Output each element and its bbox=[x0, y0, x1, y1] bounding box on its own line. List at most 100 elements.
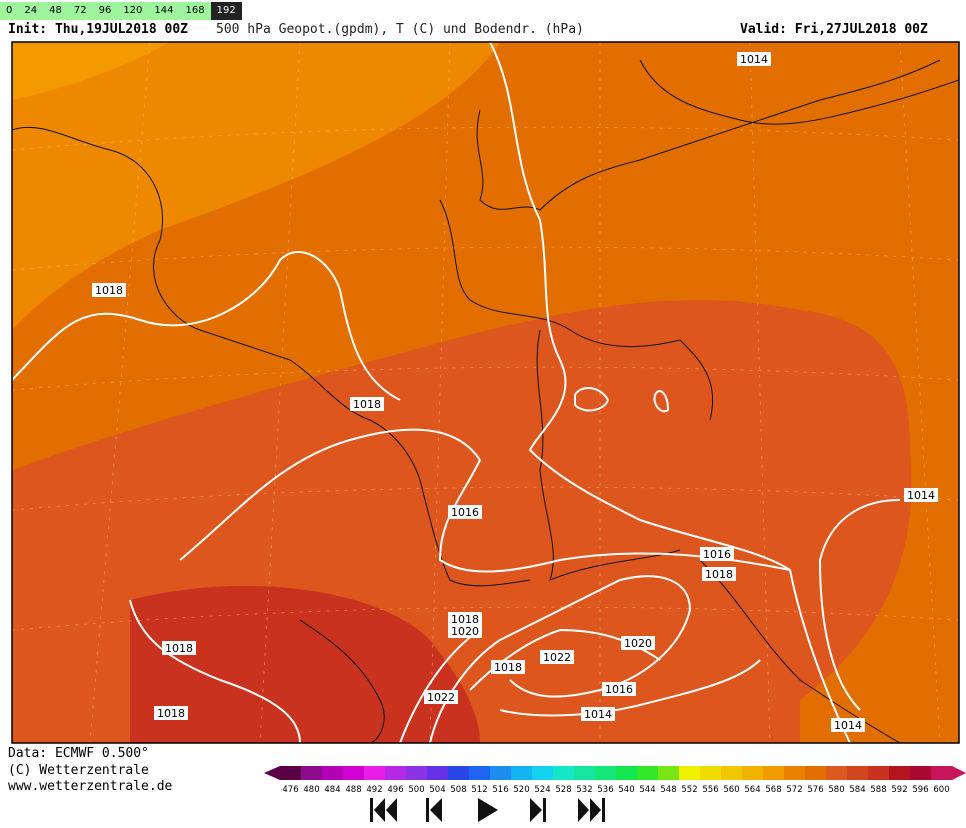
scale-label: 576 bbox=[807, 785, 823, 795]
isobar-label: 1018 bbox=[165, 642, 193, 655]
coastlines bbox=[12, 59, 959, 743]
isobar-label-box bbox=[448, 624, 482, 638]
isobar-label-box bbox=[154, 706, 188, 720]
scale-swatch bbox=[679, 766, 701, 780]
isobar-label-box bbox=[621, 636, 655, 650]
isobar-label: 1014 bbox=[740, 53, 768, 66]
scale-swatch bbox=[784, 766, 806, 780]
field-568 bbox=[12, 42, 170, 100]
isobar-label: 1018 bbox=[494, 661, 522, 674]
timestep[interactable]: 96 bbox=[92, 2, 118, 20]
scale-swatch bbox=[448, 766, 470, 780]
scale-swatch bbox=[889, 766, 911, 780]
scale-label: 504 bbox=[429, 785, 445, 795]
valid-time: Valid: Fri,27JUL2018 00Z bbox=[740, 22, 928, 37]
scale-label: 488 bbox=[345, 785, 361, 795]
play-button[interactable] bbox=[478, 798, 498, 822]
timestep[interactable]: 120 bbox=[117, 2, 149, 20]
isobar-label-box bbox=[831, 718, 865, 732]
scale-label: 528 bbox=[555, 785, 571, 795]
scale-swatch bbox=[532, 766, 554, 780]
previous-button[interactable] bbox=[426, 798, 442, 822]
field bbox=[12, 42, 959, 743]
scale-label: 480 bbox=[303, 785, 319, 795]
scale-swatch bbox=[595, 766, 617, 780]
isobar-label: 1020 bbox=[624, 637, 652, 650]
isobar-label-box bbox=[540, 650, 574, 664]
scale-label: 556 bbox=[702, 785, 718, 795]
scale-swatch bbox=[427, 766, 449, 780]
last-button[interactable] bbox=[578, 798, 605, 822]
scale-label: 476 bbox=[282, 785, 298, 795]
scale-label: 508 bbox=[450, 785, 466, 795]
isobar-label-box bbox=[448, 505, 482, 519]
isobar-label-box bbox=[602, 682, 636, 696]
isobar-label: 1020 bbox=[451, 625, 479, 638]
scale-label: 568 bbox=[765, 785, 781, 795]
scale-label: 588 bbox=[870, 785, 886, 795]
timestep[interactable]: 72 bbox=[67, 2, 93, 20]
isobar-label: 1018 bbox=[451, 613, 479, 626]
scale-swatch bbox=[931, 766, 953, 780]
isobar-label-box bbox=[491, 660, 525, 674]
color-scale: 476 480 484 488 492 496 500 504 508 512 516 520 524 5… bbox=[264, 766, 966, 795]
map-frame bbox=[11, 41, 960, 744]
scale-label: 544 bbox=[639, 785, 655, 795]
timestep[interactable]: 0 bbox=[0, 2, 19, 20]
isobar-label-box bbox=[581, 707, 615, 721]
timestep-bar: 0 24 48 72 96 120 144 168 192 bbox=[0, 2, 242, 20]
scale-label: 492 bbox=[366, 785, 382, 795]
scale-label: 524 bbox=[534, 785, 550, 795]
isobar-label: 1016 bbox=[703, 548, 731, 561]
field-572 bbox=[12, 42, 500, 330]
scale-swatch bbox=[742, 766, 764, 780]
scale-label: 500 bbox=[408, 785, 424, 795]
scale-label: 548 bbox=[660, 785, 676, 795]
isobar-label: 1018 bbox=[157, 707, 185, 720]
scale-label: 532 bbox=[576, 785, 592, 795]
scale-swatch bbox=[469, 766, 491, 780]
isobar-label: 1022 bbox=[543, 651, 571, 664]
isobar-label: 1018 bbox=[95, 284, 123, 297]
isobar-label-box bbox=[700, 547, 734, 561]
data-source: Data: ECMWF 0.500° bbox=[8, 746, 149, 761]
timestep[interactable]: 168 bbox=[179, 2, 211, 20]
scale-swatch bbox=[364, 766, 386, 780]
isobar-label: 1014 bbox=[584, 708, 612, 721]
scale-swatch bbox=[721, 766, 743, 780]
playback-controls bbox=[370, 798, 605, 822]
timestep[interactable]: 24 bbox=[18, 2, 44, 20]
scale-label: 572 bbox=[786, 785, 802, 795]
scale-label: 560 bbox=[723, 785, 739, 795]
isobar-label: 1022 bbox=[427, 691, 455, 704]
graticule bbox=[12, 42, 959, 743]
scale-swatch bbox=[280, 766, 302, 780]
scale-label: 592 bbox=[891, 785, 907, 795]
timestep[interactable]: 192 bbox=[210, 2, 242, 20]
website: www.wetterzentrale.de bbox=[8, 779, 173, 794]
timestep[interactable]: 144 bbox=[148, 2, 180, 20]
isobar-label-box bbox=[737, 52, 771, 66]
next-button[interactable] bbox=[530, 798, 546, 822]
scale-label: 484 bbox=[324, 785, 340, 795]
scale-swatch bbox=[616, 766, 638, 780]
scale-label: 600 bbox=[933, 785, 949, 795]
scale-swatch bbox=[847, 766, 869, 780]
isobar-label-box bbox=[424, 690, 458, 704]
field-584 bbox=[130, 585, 480, 743]
scale-swatch bbox=[490, 766, 512, 780]
isobar-label-box bbox=[350, 397, 384, 411]
first-button[interactable] bbox=[370, 798, 397, 822]
isobar-label-box bbox=[92, 283, 126, 297]
scale-swatch bbox=[868, 766, 890, 780]
scale-label: 552 bbox=[681, 785, 697, 795]
scale-label: 564 bbox=[744, 785, 760, 795]
isobar-label: 1018 bbox=[705, 568, 733, 581]
isobar-labels: 1014101810181016101610181014101810201022… bbox=[92, 52, 938, 732]
copyright: (C) Wetterzentrale bbox=[8, 763, 149, 778]
isobar-label: 1016 bbox=[605, 683, 633, 696]
timestep[interactable]: 48 bbox=[43, 2, 68, 20]
scale-swatch bbox=[385, 766, 407, 780]
isobar-label-box bbox=[162, 641, 196, 655]
